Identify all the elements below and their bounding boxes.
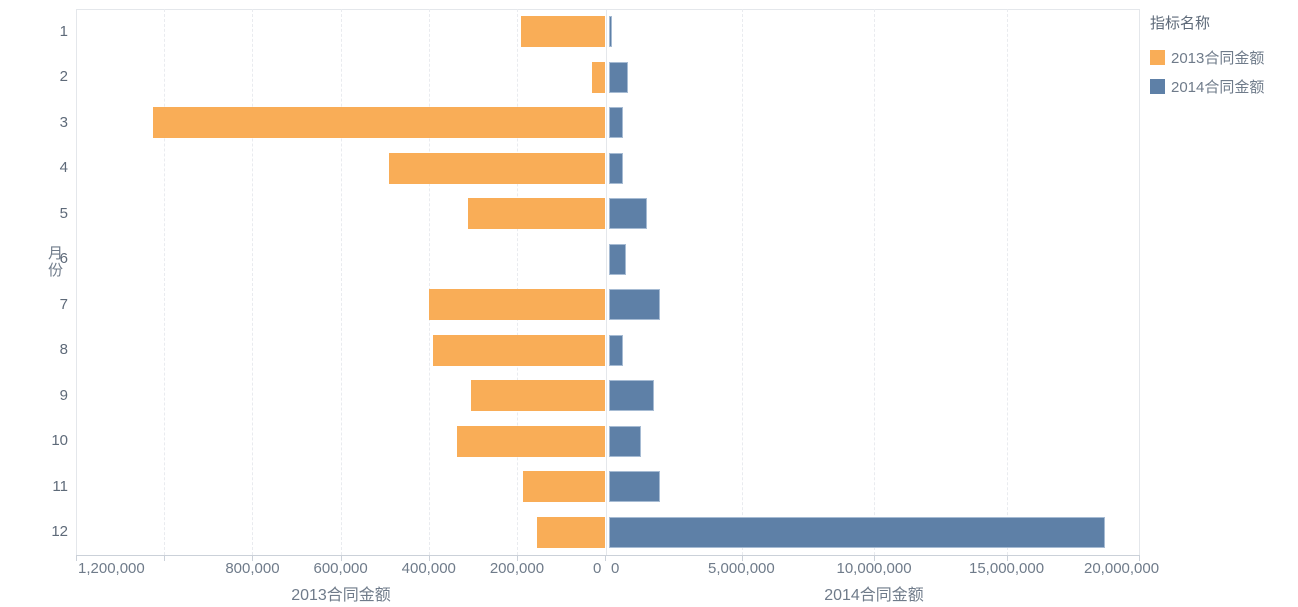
plot-left-border <box>76 9 77 555</box>
tick-mark <box>517 556 518 561</box>
bar-2013合同金额-month-2[interactable] <box>591 61 605 93</box>
gridline <box>741 9 743 555</box>
bar-2013合同金额-month-10[interactable] <box>457 425 605 457</box>
legend-swatch-icon <box>1150 50 1165 65</box>
bar-2014合同金额-month-9[interactable] <box>609 380 655 412</box>
gridline <box>1006 9 1008 555</box>
gridline <box>164 9 166 555</box>
x-tick-label: 600,000 <box>313 560 368 577</box>
x-tick-label: 400,000 <box>401 560 456 577</box>
plot-top-border <box>76 9 1139 10</box>
y-axis-label-1: 1 <box>59 22 68 40</box>
tick-mark <box>341 556 342 561</box>
x-tick-label: 0 <box>593 560 602 577</box>
x-axis-line <box>76 555 1140 556</box>
bar-2014合同金额-month-6[interactable] <box>609 243 626 275</box>
y-axis-label-5: 5 <box>59 204 68 222</box>
bar-2013合同金额-month-8[interactable] <box>433 334 605 366</box>
tick-mark <box>1007 556 1008 561</box>
tick-mark <box>252 556 253 561</box>
bar-2014合同金额-month-11[interactable] <box>609 471 660 503</box>
y-axis-label-3: 3 <box>59 113 68 131</box>
bar-2014合同金额-month-7[interactable] <box>609 289 660 321</box>
panel-divider <box>606 9 607 555</box>
bar-2013合同金额-month-4[interactable] <box>388 152 605 184</box>
x-tick-label: 20,000,000 <box>1084 560 1160 577</box>
bar-2014合同金额-month-10[interactable] <box>609 425 641 457</box>
left-x-axis-title: 2013合同金额 <box>291 587 391 604</box>
bar-2014合同金额-month-3[interactable] <box>609 107 623 139</box>
gridline <box>516 9 518 555</box>
legend-title: 指标名称 <box>1150 15 1211 32</box>
y-axis-label-6: 6 <box>59 250 68 268</box>
y-axis-title: 月份 <box>46 245 63 279</box>
tick-mark <box>605 556 606 561</box>
legend-label: 2014合同金额 <box>1171 79 1265 96</box>
tick-mark <box>429 556 430 561</box>
y-axis-label-10: 10 <box>51 432 68 450</box>
x-tick-label: 800,000 <box>225 560 280 577</box>
gridline <box>340 9 342 555</box>
bar-2014合同金额-month-12[interactable] <box>609 516 1105 548</box>
bar-2014合同金额-month-5[interactable] <box>609 198 647 230</box>
gridline <box>874 9 875 555</box>
y-axis-label-2: 2 <box>59 68 68 86</box>
x-tick-label: 5,000,000 <box>708 560 775 577</box>
bar-2013合同金额-month-9[interactable] <box>470 380 605 412</box>
bar-2014合同金额-month-8[interactable] <box>609 334 623 366</box>
gridline <box>252 9 254 555</box>
tick-mark <box>1139 556 1140 561</box>
bar-2013合同金额-month-12[interactable] <box>536 516 605 548</box>
plot-right-border <box>1139 9 1140 555</box>
tick-mark <box>164 556 165 561</box>
y-axis-label-8: 8 <box>59 341 68 359</box>
x-tick-label: 200,000 <box>489 560 545 577</box>
bar-2013合同金额-month-7[interactable] <box>428 289 605 321</box>
bar-2014合同金额-month-4[interactable] <box>609 152 623 184</box>
bar-2013合同金额-month-1[interactable] <box>521 16 605 48</box>
tick-mark <box>76 556 77 561</box>
bar-2013合同金额-month-3[interactable] <box>153 107 605 139</box>
x-tick-label: 0 <box>611 560 620 577</box>
x-tick-label: 1,200,000 <box>78 560 145 577</box>
bar-2013合同金额-month-11[interactable] <box>523 471 605 503</box>
y-axis-label-12: 12 <box>51 523 68 541</box>
bar-2014合同金额-month-1[interactable] <box>609 16 613 48</box>
legend-items: 2013合同金额 2014合同金额 <box>1150 47 1264 97</box>
legend-item-2013合同金额[interactable]: 2013合同金额 <box>1150 47 1264 68</box>
x-tick-label: 10,000,000 <box>836 560 912 577</box>
y-axis-label-4: 4 <box>59 159 68 177</box>
y-axis-label-9: 9 <box>59 386 68 404</box>
legend-swatch-icon <box>1150 79 1165 94</box>
bar-2013合同金额-month-5[interactable] <box>468 198 605 230</box>
y-axis-label-7: 7 <box>59 295 68 313</box>
gridline <box>428 9 430 555</box>
legend-item-2014合同金额[interactable]: 2014合同金额 <box>1150 76 1264 97</box>
right-x-axis-title: 2014合同金额 <box>824 587 924 604</box>
tick-mark <box>742 556 743 561</box>
legend: 指标名称 2013合同金额 2014合同金额 <box>1150 12 1264 105</box>
tick-mark <box>874 556 875 561</box>
bar-2014合同金额-month-2[interactable] <box>609 61 629 93</box>
legend-label: 2013合同金额 <box>1171 50 1265 67</box>
y-axis-label-11: 11 <box>52 477 68 495</box>
x-tick-label: 15,000,000 <box>969 560 1045 577</box>
